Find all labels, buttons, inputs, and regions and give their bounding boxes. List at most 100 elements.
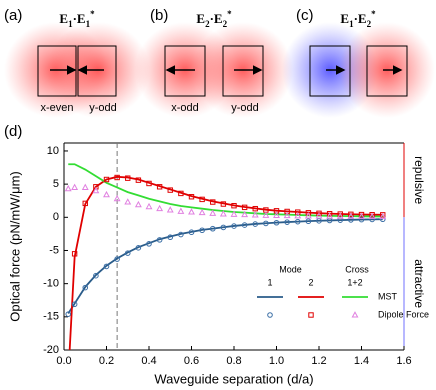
y-tick-label: 10 xyxy=(47,145,59,157)
panel-title: E1·E2* xyxy=(340,9,376,29)
mst-line xyxy=(68,163,383,218)
dipole-marker xyxy=(337,211,343,217)
dipole-marker xyxy=(188,229,195,236)
title-part: E xyxy=(358,11,367,26)
dipole-marker xyxy=(114,256,120,262)
mode-label: x-odd xyxy=(171,102,199,114)
dipole-marker xyxy=(167,234,174,241)
dipole-marker xyxy=(284,219,290,225)
dipole-marker xyxy=(209,225,216,232)
y-tick-label: 0 xyxy=(53,211,59,223)
dipole-marker xyxy=(304,212,312,219)
title-part: 1 xyxy=(68,19,73,29)
panel-label: (d) xyxy=(4,123,22,140)
title-part: * xyxy=(90,9,95,19)
dipole-marker xyxy=(347,212,355,219)
dipole-marker xyxy=(156,237,163,243)
side-label: repulsive xyxy=(412,156,426,204)
dipole-marker xyxy=(219,210,227,217)
dipole-marker xyxy=(114,174,120,181)
y-tick-label: -15 xyxy=(43,311,59,323)
x-tick-label: 0.0 xyxy=(56,355,71,367)
dipole-marker xyxy=(262,211,270,218)
legend-row: MST xyxy=(378,291,398,301)
dipole-marker xyxy=(210,199,216,205)
dipole-marker xyxy=(305,210,312,216)
y-axis-label: Optical force (pN/mW/μm) xyxy=(7,171,22,322)
title-part: E xyxy=(214,11,223,26)
legend-header: Cross xyxy=(345,264,369,274)
dipole-marker xyxy=(326,212,334,219)
x-tick-label: 1.2 xyxy=(311,355,326,367)
dipole-marker xyxy=(103,176,110,183)
title-part: E xyxy=(196,11,205,26)
title-part: 2 xyxy=(367,19,372,29)
dipole-marker xyxy=(220,201,227,207)
title-part: · xyxy=(73,11,77,26)
x-tick-label: 1.6 xyxy=(396,355,411,367)
dipole-marker xyxy=(71,251,78,257)
dipole-marker xyxy=(124,250,131,256)
title-part: · xyxy=(210,11,214,26)
title-part: 1 xyxy=(86,19,91,29)
title-part: 1 xyxy=(349,19,354,29)
dipole-marker xyxy=(251,211,259,218)
dipole-marker xyxy=(92,186,100,194)
dipole-marker xyxy=(273,211,280,218)
field-panel-c xyxy=(282,22,435,118)
x-tick-label: 0.4 xyxy=(141,355,156,367)
dipole-marker xyxy=(294,218,301,225)
panel-label: (a) xyxy=(4,7,22,24)
dipole-marker xyxy=(209,209,217,216)
dipole-marker xyxy=(295,209,301,215)
dipole-marker xyxy=(315,212,323,219)
dipole-marker xyxy=(188,208,195,215)
dipole-marker xyxy=(348,211,354,218)
title-part: * xyxy=(371,9,376,19)
dipole-marker xyxy=(93,272,99,279)
dipole-marker xyxy=(81,183,89,190)
legend-marker xyxy=(351,311,359,318)
dipole-marker xyxy=(326,211,333,217)
plot-area xyxy=(64,163,387,350)
legend-column: 2 xyxy=(308,277,313,287)
legend-column: 1 xyxy=(267,277,272,287)
dipole-marker xyxy=(316,210,322,217)
dipole-marker xyxy=(199,227,205,234)
title-part: 2 xyxy=(223,19,228,29)
dipole-marker xyxy=(241,222,248,228)
field-panel-b xyxy=(135,22,293,118)
x-axis-label: Waveguide separation (d/a) xyxy=(154,371,313,386)
dipole-marker xyxy=(358,211,365,218)
x-tick-label: 0.6 xyxy=(184,355,199,367)
panel-label: (b) xyxy=(150,7,168,24)
legend-marker xyxy=(308,312,314,318)
panel-label: (c) xyxy=(296,7,314,24)
dipole-marker xyxy=(231,202,237,209)
mode-label: y-odd xyxy=(89,102,117,114)
dipole-marker xyxy=(103,263,110,270)
dipole-marker xyxy=(230,210,238,217)
y-tick-label: -5 xyxy=(49,244,59,256)
x-tick-label: 0.8 xyxy=(226,355,241,367)
dipole-marker xyxy=(134,200,142,208)
dipole-marker xyxy=(103,190,110,198)
dipole-marker xyxy=(241,210,249,218)
title-part: 2 xyxy=(205,19,210,29)
dipole-marker xyxy=(252,221,259,227)
dipole-marker xyxy=(167,187,173,193)
dipole-marker xyxy=(273,219,280,226)
dipole-marker xyxy=(135,177,142,183)
y-tick-label: -10 xyxy=(43,278,59,290)
dipole-marker xyxy=(146,241,152,247)
dipole-marker xyxy=(178,190,184,197)
legend-row: Dipole Force xyxy=(378,309,429,319)
dipole-marker xyxy=(358,216,365,223)
dipole-marker xyxy=(146,180,152,187)
dipole-marker xyxy=(380,212,386,218)
dipole-marker xyxy=(379,212,387,220)
y-tick-label: 5 xyxy=(53,178,59,190)
mst-line xyxy=(68,175,383,350)
dipole-marker xyxy=(156,204,164,212)
